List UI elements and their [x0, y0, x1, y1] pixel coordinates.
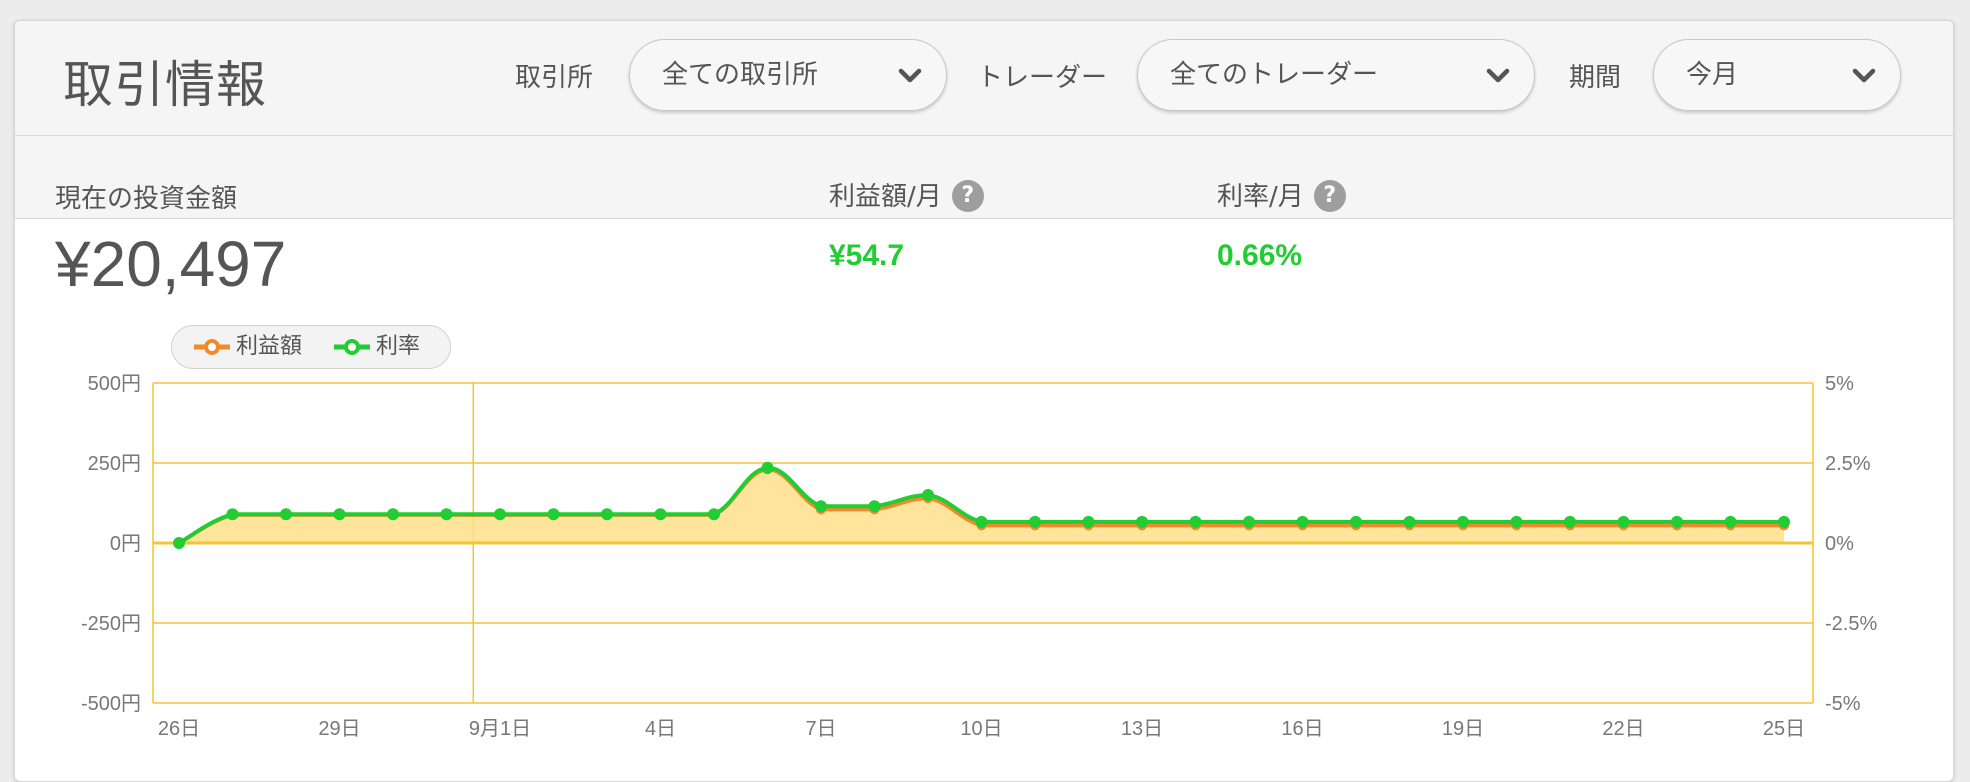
exchange-select[interactable]: 全ての取引所: [629, 39, 947, 111]
rate-point: [280, 508, 292, 521]
profit-chart: 500円 5% 250円 2.5% 0円 0% -250円 -2.5% -500円 -5% 26日 2…: [81, 373, 1877, 740]
x-tick-label: 7日: [805, 718, 836, 740]
rate-point: [1671, 515, 1683, 528]
x-tick-label: 22日: [1602, 718, 1644, 740]
exchange-select-value: 全ての取引所: [662, 60, 819, 90]
x-tick-label: 26日: [158, 718, 200, 740]
rate-point: [1564, 515, 1576, 528]
profit-value: ¥54.7: [829, 239, 905, 272]
rate-point: [601, 508, 613, 521]
rate-point: [922, 489, 934, 501]
rate-point: [173, 537, 185, 549]
rate-point: [494, 508, 506, 521]
rate-point: [1510, 515, 1523, 528]
profit-area: [179, 469, 1784, 543]
y-tick-label-right: 5%: [1825, 373, 1854, 395]
chart-legend: 利益額 利率: [171, 325, 451, 369]
chevron-down-icon: [898, 68, 922, 83]
trade-info-panel: 取引情報 取引所 全ての取引所 トレーダー 全てのトレーダー 期間 今月 現在の…: [14, 20, 1954, 782]
rate-point: [1243, 515, 1255, 528]
rate-point: [1350, 515, 1362, 528]
rate-point: [975, 515, 988, 528]
x-tick-label: 4日: [645, 718, 676, 740]
y-tick-label-left: 500円: [88, 373, 141, 395]
rate-point: [1403, 515, 1416, 528]
rate-label-wrap: 利率/月?: [1217, 176, 1346, 214]
x-tick-label: 9月1日: [469, 718, 531, 740]
rate-point: [1457, 515, 1469, 528]
y-tick-label-left: -500円: [81, 693, 141, 715]
rate-point: [1617, 515, 1630, 528]
y-tick-label-left: -250円: [81, 613, 141, 635]
rate-point: [1189, 515, 1202, 528]
period-filter-label: 期間: [1569, 63, 1622, 93]
profit-label-wrap: 利益額/月?: [829, 176, 984, 214]
investment-value: ¥20,497: [55, 228, 287, 300]
legend-line-marker-icon: [334, 339, 370, 355]
x-tick-label: 25日: [1763, 718, 1805, 740]
panel-header: 取引情報 取引所 全ての取引所 トレーダー 全てのトレーダー 期間 今月: [15, 21, 1953, 136]
rate-point: [1778, 515, 1790, 528]
rate-point: [868, 500, 881, 513]
help-icon[interactable]: ?: [951, 179, 984, 212]
rate-point: [654, 508, 667, 521]
rate-point: [761, 461, 774, 474]
help-icon[interactable]: ?: [1313, 179, 1346, 212]
rate-point: [1296, 515, 1309, 528]
legend-label: 利率: [376, 334, 421, 359]
x-tick-label: 29日: [318, 718, 360, 740]
rate-point: [547, 508, 560, 521]
investment-label: 現在の投資金額: [55, 184, 238, 214]
period-select[interactable]: 今月: [1653, 39, 1901, 111]
rate-value: 0.66%: [1217, 239, 1303, 272]
y-tick-label-left: 0円: [110, 533, 141, 555]
rate-point: [1029, 515, 1041, 528]
x-tick-label: 13日: [1121, 718, 1163, 740]
trader-select-value: 全てのトレーダー: [1170, 60, 1379, 90]
exchange-filter-label: 取引所: [515, 63, 594, 93]
x-tick-label: 16日: [1281, 718, 1323, 740]
trader-filter-label: トレーダー: [977, 63, 1108, 93]
chevron-down-icon: [1486, 68, 1510, 83]
y-tick-label-right: 2.5%: [1825, 453, 1871, 475]
period-select-value: 今月: [1686, 60, 1739, 90]
y-tick-label-right: 0%: [1825, 533, 1854, 555]
x-tick-label: 19日: [1442, 718, 1484, 740]
x-tick-label: 10日: [960, 718, 1002, 740]
rate-point: [1136, 515, 1148, 528]
rate-point: [333, 508, 346, 521]
rate-point: [387, 508, 399, 521]
rate-label: 利率/月: [1217, 182, 1304, 212]
rate-point: [226, 508, 239, 521]
page-title: 取引情報: [63, 56, 267, 114]
trader-select[interactable]: 全てのトレーダー: [1137, 39, 1535, 111]
rate-point: [440, 508, 453, 521]
rate-point: [1082, 515, 1095, 528]
y-tick-label-right: -5%: [1825, 693, 1861, 715]
y-tick-label-right: -2.5%: [1825, 613, 1877, 635]
legend-line-marker-icon: [194, 339, 230, 355]
y-tick-label-left: 250円: [88, 453, 141, 475]
rate-point: [815, 500, 827, 513]
rate-point: [1724, 515, 1737, 528]
stats-header: 現在の投資金額 利益額/月? 利率/月?: [15, 136, 1953, 219]
legend-label: 利益額: [236, 334, 303, 359]
rate-point: [708, 508, 720, 521]
chevron-down-icon: [1852, 68, 1876, 83]
profit-label: 利益額/月: [829, 182, 942, 212]
